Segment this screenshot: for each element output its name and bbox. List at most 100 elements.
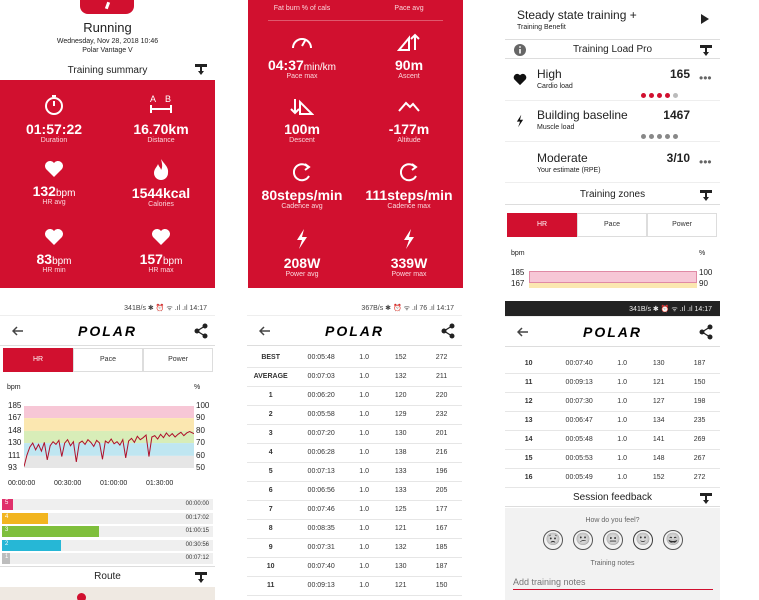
feeling-question: How do you feel?	[585, 517, 640, 524]
tab-hr[interactable]: HR	[3, 348, 73, 372]
stat-power-max: 339W Power max	[355, 228, 463, 278]
zone4-band	[529, 283, 697, 288]
heart-icon	[45, 161, 63, 177]
flame-icon	[154, 159, 169, 180]
tab-hr[interactable]: HR	[507, 213, 577, 237]
lap-number: 9	[247, 538, 295, 558]
lap-power: 216	[421, 443, 462, 463]
zone-row[interactable]: 3 01:00:15	[2, 526, 213, 537]
lap-row[interactable]: BEST 00:05:48 1.0 152 272	[247, 348, 462, 368]
lap-time: 00:05:53	[552, 449, 607, 469]
lap-hr: 125	[380, 500, 422, 520]
share-pin-icon[interactable]	[699, 491, 713, 505]
lap-hr: 129	[380, 405, 422, 425]
zone-band	[24, 418, 194, 431]
lap-row[interactable]: 7 00:07:46 1.0 125 177	[247, 500, 462, 520]
axis-right-tick: 100	[699, 268, 713, 277]
rpe-row[interactable]: Moderate Your estimate (RPE) 3/10 •••	[505, 143, 720, 183]
feeling-face-icon[interactable]: 😕	[573, 530, 593, 550]
zone-row[interactable]: 2 00:30:56	[2, 539, 213, 551]
lap-row[interactable]: 2 00:05:58 1.0 129 232	[247, 405, 462, 425]
feeling-face-icon[interactable]: 😄	[663, 530, 683, 550]
lap-row[interactable]: 1 00:06:20 1.0 120 220	[247, 386, 462, 406]
feeling-face-icon[interactable]: 😟	[543, 530, 563, 550]
zone-row[interactable]: 1 00:07:12	[2, 553, 213, 564]
back-arrow-icon[interactable]	[12, 325, 24, 337]
cadence-avg-value: 80	[261, 187, 278, 203]
lap-row[interactable]: 3 00:07:20 1.0 130 201	[247, 424, 462, 444]
tab-power[interactable]: Power	[647, 213, 717, 237]
power-avg-unit: W	[307, 255, 321, 271]
lap-time: 00:09:13	[552, 373, 607, 393]
tab-pace[interactable]: Pace	[73, 348, 143, 372]
lap-row[interactable]: 9 00:07:31 1.0 132 185	[247, 538, 462, 558]
lap-distance: 1.0	[348, 500, 381, 520]
zone-bar	[2, 526, 100, 537]
lap-row[interactable]: 6 00:06:56 1.0 133 205	[247, 481, 462, 501]
zone-row[interactable]: 5 00:00:00	[2, 499, 213, 510]
lap-power: 272	[421, 348, 462, 368]
share-icon[interactable]	[194, 323, 208, 339]
lap-hr: 120	[380, 386, 422, 406]
lap-row[interactable]: 11 00:09:13 1.0 121 150	[505, 373, 720, 393]
lap-row[interactable]: 15 00:05:53 1.0 148 267	[505, 449, 720, 469]
training-notes-input[interactable]	[513, 574, 713, 590]
lap-row[interactable]: 8 00:08:35 1.0 121 167	[247, 519, 462, 539]
lap-row[interactable]: 14 00:05:48 1.0 141 269	[505, 430, 720, 450]
zone-time: 00:30:56	[185, 541, 209, 548]
tab-power[interactable]: Power	[143, 348, 213, 372]
info-icon[interactable]	[514, 44, 526, 56]
lap-hr: 121	[380, 576, 422, 596]
session-feedback-title: Session feedback	[573, 492, 652, 503]
zone-row[interactable]: 4 00:17:02	[2, 512, 213, 524]
lap-row[interactable]: 11 00:09:13 1.0 121 150	[247, 576, 462, 596]
pace-max-unit: min/km	[303, 62, 337, 73]
lap-row[interactable]: 13 00:06:47 1.0 134 235	[505, 411, 720, 431]
share-pin-icon[interactable]	[194, 62, 208, 81]
lap-row[interactable]: 10 00:07:40 1.0 130 187	[247, 557, 462, 577]
lap-number: 6	[247, 481, 295, 501]
lap-row[interactable]: 16 00:05:49 1.0 152 272	[505, 468, 720, 488]
stopwatch-icon	[45, 95, 63, 115]
axis-left-tick: 167	[511, 279, 525, 288]
feeling-face-icon[interactable]: 🙂	[633, 530, 653, 550]
cardio-load-row[interactable]: High Cardio load 165 •••	[505, 61, 720, 101]
fat-burn-label: Fat burn % of cals	[273, 5, 331, 12]
share-pin-icon[interactable]	[699, 43, 713, 57]
feeling-selector: 😟 😕 😐 🙂 😄	[543, 530, 683, 550]
share-icon[interactable]	[699, 324, 713, 340]
share-icon[interactable]	[441, 323, 455, 339]
lap-distance: 1.0	[348, 519, 381, 539]
training-benefit-row[interactable]: Steady state training + Training Benefit	[505, 0, 720, 40]
feeling-face-icon[interactable]: 😐	[603, 530, 623, 550]
share-pin-icon[interactable]	[699, 188, 713, 202]
lap-row[interactable]: AVERAGE 00:07:03 1.0 132 211	[247, 367, 462, 387]
lap-power: 211	[421, 367, 462, 387]
lap-row[interactable]: 10 00:07:40 1.0 130 187	[505, 354, 720, 374]
share-pin-icon[interactable]	[194, 570, 208, 584]
rpe-value: 3/10	[666, 151, 690, 165]
cadence-max-value: 111	[365, 187, 388, 203]
route-map[interactable]	[0, 587, 215, 600]
back-arrow-icon[interactable]	[517, 326, 529, 338]
lap-time: 00:07:03	[294, 367, 349, 387]
lap-row[interactable]: 4 00:06:28 1.0 138 216	[247, 443, 462, 463]
muscle-load-row[interactable]: Building baseline Muscle load 1467	[505, 102, 720, 142]
lap-row[interactable]: 5 00:07:13 1.0 133 196	[247, 462, 462, 482]
more-options-icon[interactable]: •••	[699, 155, 712, 169]
route-start-marker	[77, 593, 86, 600]
session-feedback-header: Session feedback	[505, 489, 720, 507]
back-arrow-icon[interactable]	[259, 325, 271, 337]
lap-power: 201	[421, 424, 462, 444]
training-zones-title: Training zones	[579, 189, 646, 200]
lap-time: 00:05:48	[552, 430, 607, 450]
lap-row[interactable]: 12 00:07:30 1.0 127 198	[505, 392, 720, 412]
lap-number: 5	[247, 462, 295, 482]
tab-pace[interactable]: Pace	[577, 213, 647, 237]
details-panel: Fat burn % of cals Pace avg 04:37min/km …	[248, 0, 463, 288]
more-options-icon[interactable]: •••	[699, 71, 712, 85]
power-max-label: Power max	[391, 271, 427, 278]
power-avg-value: 208	[283, 255, 308, 271]
cadence-icon	[399, 163, 418, 182]
zone-number: 4	[5, 513, 9, 520]
